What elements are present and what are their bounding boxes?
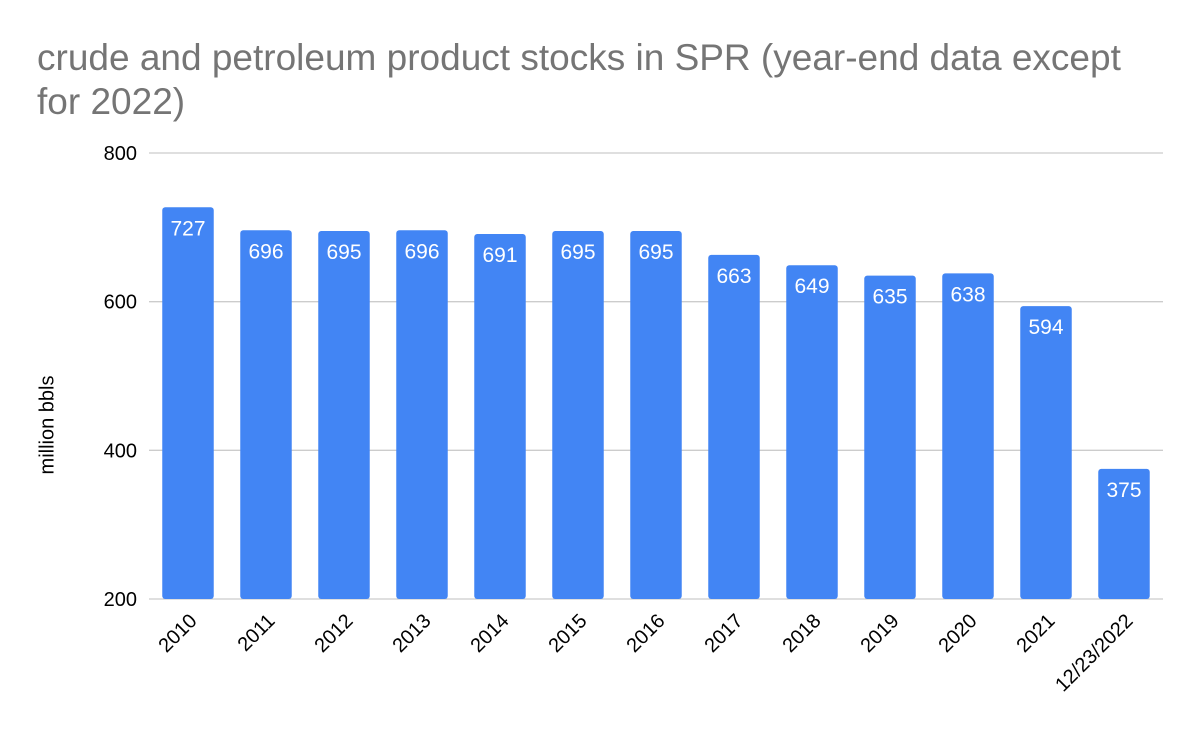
x-tick-label: 2014 [467, 610, 514, 657]
bar [630, 231, 682, 600]
x-tick-label: 2010 [155, 610, 202, 657]
x-tick-label: 2011 [234, 610, 280, 656]
bar [552, 231, 604, 600]
bar [786, 265, 838, 599]
x-axis-ticks: 2010 2011 2012 2013 2014 2015 2016 2017 2018 2019… [155, 610, 1138, 696]
bar [864, 275, 916, 599]
bar-value-label: 695 [560, 241, 595, 264]
x-tick-label: 2015 [545, 610, 592, 657]
bar-value-label: 696 [248, 240, 283, 263]
bars: 727 696 695 696 691 695 695 663 649 635 638 594 375 [162, 207, 1150, 600]
chart-title: crude and petroleum product stocks in SP… [37, 37, 1121, 122]
x-tick-label: 2017 [701, 610, 748, 657]
x-tick-label: 2021 [1013, 610, 1060, 657]
bar-value-label: 695 [638, 241, 673, 264]
bar-value-label: 649 [794, 275, 829, 298]
bar-value-label: 638 [950, 283, 985, 306]
bar-value-label: 691 [482, 244, 517, 267]
bar-value-label: 727 [170, 217, 205, 240]
x-tick-label: 2013 [389, 610, 436, 657]
bar-value-label: 635 [872, 286, 907, 309]
bar-value-label: 594 [1028, 316, 1063, 339]
x-tick-label: 2016 [623, 610, 670, 657]
y-axis-ticks: 200 400 600 800 [104, 143, 137, 611]
bar [708, 254, 760, 599]
bar [162, 207, 214, 599]
bar [396, 230, 448, 599]
bar [942, 273, 994, 599]
y-tick-label: 600 [104, 292, 137, 314]
bar-value-label: 375 [1106, 479, 1141, 502]
bar-value-label: 695 [326, 241, 361, 264]
bar [318, 231, 370, 600]
bar [1020, 306, 1072, 599]
x-tick-label: 12/23/2022 [1051, 610, 1137, 696]
x-tick-label: 2012 [311, 610, 358, 657]
bar [474, 234, 526, 600]
bar [1098, 468, 1150, 599]
y-tick-label: 800 [104, 143, 137, 165]
x-tick-label: 2020 [935, 610, 982, 657]
x-tick-label: 2018 [779, 610, 826, 657]
x-tick-label: 2019 [857, 610, 904, 657]
bar-value-label: 663 [716, 265, 751, 288]
y-tick-label: 200 [104, 589, 137, 611]
bar-value-label: 696 [404, 240, 439, 263]
bar [240, 230, 292, 599]
y-tick-label: 400 [104, 440, 137, 462]
